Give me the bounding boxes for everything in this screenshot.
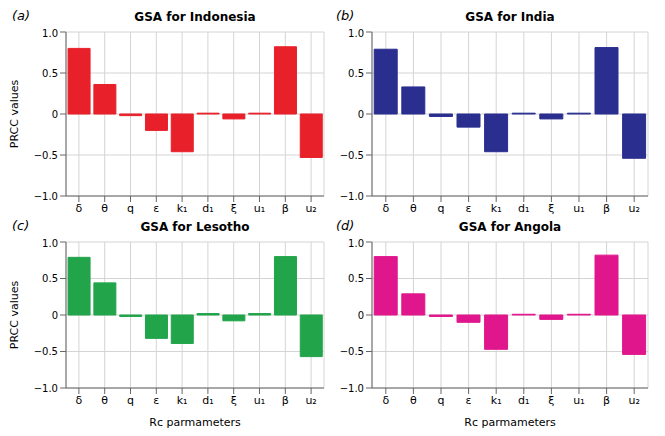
svg-text:β: β [603,202,610,215]
svg-text:0: 0 [52,310,58,321]
svg-text:θ: θ [101,202,108,215]
svg-text:PRCC values: PRCC values [8,281,21,350]
svg-text:β: β [282,202,289,215]
svg-text:−1.0: −1.0 [34,383,58,394]
svg-text:β: β [603,394,610,407]
svg-text:1.0: 1.0 [348,28,364,39]
svg-text:0: 0 [52,109,58,120]
svg-text:ε: ε [466,394,472,407]
svg-text:β: β [282,394,289,407]
html-text:(d): (d) [336,218,355,233]
svg-text:0.5: 0.5 [42,273,58,284]
svg-text:k₁: k₁ [177,394,188,407]
svg-text:−0.5: −0.5 [340,346,364,357]
html-text:GSA for Angola: GSA for Angola [458,220,562,234]
html-text:(c): (c) [12,218,30,233]
svg-text:δ: δ [76,394,83,407]
svg-text:ε: ε [153,202,159,215]
svg-text:ξ: ξ [231,394,237,407]
svg-text:ε: ε [153,394,159,407]
svg-text:−0.5: −0.5 [34,346,58,357]
svg-text:θ: θ [101,394,108,407]
svg-text:u₁: u₁ [254,394,265,407]
svg-text:0: 0 [358,310,364,321]
html-text:GSA for Indonesia: GSA for Indonesia [134,10,256,24]
svg-text:u₁: u₁ [573,394,584,407]
svg-text:u₁: u₁ [254,202,265,215]
svg-text:d₁: d₁ [202,202,213,215]
svg-text:δ: δ [382,394,389,407]
svg-text:d₁: d₁ [202,394,213,407]
html-text:(a): (a) [12,8,31,23]
svg-text:0.5: 0.5 [348,273,364,284]
svg-text:1.0: 1.0 [348,238,364,249]
svg-text:θ: θ [410,202,417,215]
svg-text:u₁: u₁ [573,202,584,215]
svg-text:ξ: ξ [548,202,554,215]
svg-text:ξ: ξ [231,202,237,215]
svg-text:u₂: u₂ [305,202,316,215]
svg-text:d₁: d₁ [518,202,529,215]
svg-text:θ: θ [410,394,417,407]
svg-text:k₁: k₁ [177,202,188,215]
svg-text:−1.0: −1.0 [340,383,364,394]
svg-text:u₂: u₂ [305,394,316,407]
html-text:GSA for Lesotho: GSA for Lesotho [140,220,250,234]
svg-text:PRCC values: PRCC values [8,80,21,149]
svg-text:q: q [127,394,134,407]
svg-text:q: q [127,202,134,215]
svg-text:−0.5: −0.5 [34,150,58,161]
svg-text:−0.5: −0.5 [340,150,364,161]
svg-text:k₁: k₁ [491,202,502,215]
svg-text:1.0: 1.0 [42,28,58,39]
html-text:(b): (b) [336,8,355,23]
svg-text:ξ: ξ [548,394,554,407]
svg-text:Rc parmameters: Rc parmameters [149,416,241,428]
svg-text:−1.0: −1.0 [340,191,364,202]
svg-text:δ: δ [382,202,389,215]
svg-text:0.5: 0.5 [42,68,58,79]
svg-text:δ: δ [76,202,83,215]
svg-text:u₂: u₂ [629,394,640,407]
svg-text:ε: ε [466,202,472,215]
svg-text:−1.0: −1.0 [34,191,58,202]
svg-text:Rc parmameters: Rc parmameters [464,416,556,428]
svg-text:0: 0 [358,109,364,120]
html-text:GSA for India: GSA for India [465,10,555,24]
svg-text:k₁: k₁ [491,394,502,407]
svg-text:q: q [438,202,445,215]
svg-text:0.5: 0.5 [348,68,364,79]
svg-text:1.0: 1.0 [42,238,58,249]
svg-text:u₂: u₂ [629,202,640,215]
svg-text:q: q [438,394,445,407]
svg-text:d₁: d₁ [518,394,529,407]
